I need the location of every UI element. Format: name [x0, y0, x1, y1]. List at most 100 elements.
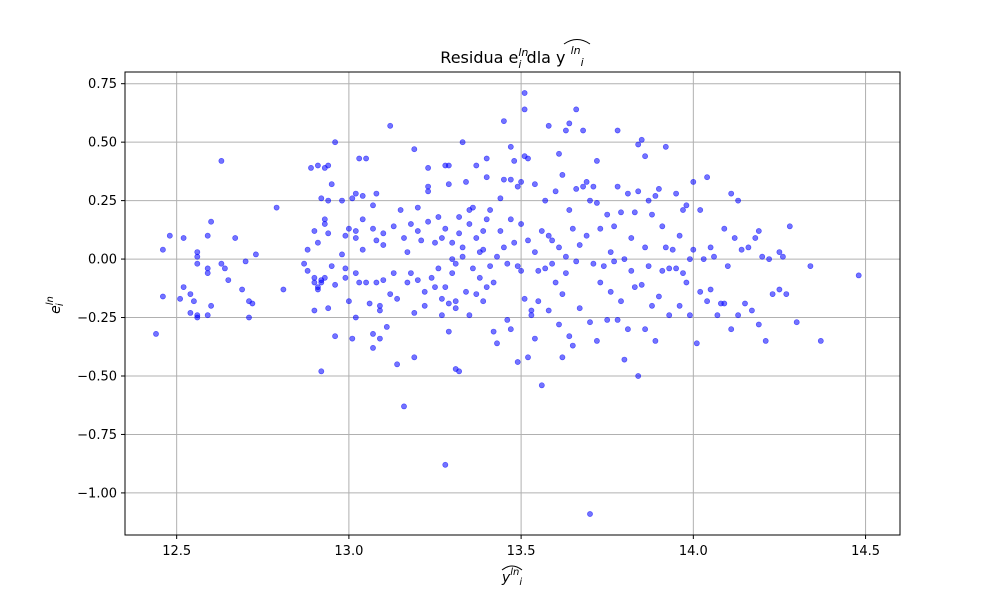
scatter-point — [352, 270, 359, 276]
scatter-point — [418, 237, 425, 244]
scatter-point — [518, 221, 524, 227]
scatter-point — [614, 183, 621, 190]
scatter-point — [425, 188, 431, 195]
scatter-point — [573, 106, 580, 113]
x-tick-label: 12.5 — [162, 544, 191, 559]
scatter-point — [311, 228, 318, 234]
scatter-point — [432, 284, 438, 290]
scatter-point — [218, 157, 225, 164]
scatter-point — [628, 235, 635, 241]
scatter-point — [376, 307, 383, 314]
scatter-point — [759, 253, 766, 260]
scatter-point — [394, 361, 400, 368]
scatter-point — [521, 295, 528, 302]
scatter-point — [342, 265, 349, 272]
scatter-point — [662, 244, 669, 251]
scatter-point — [525, 155, 531, 162]
scatter-point — [680, 270, 686, 276]
scatter-point — [642, 153, 648, 160]
scatter-point — [611, 223, 617, 230]
scatter-point — [166, 232, 173, 239]
scatter-point — [314, 286, 321, 293]
scatter-point — [532, 181, 538, 188]
scatter-point — [438, 235, 445, 241]
scatter-point — [459, 253, 466, 260]
scatter-point — [855, 272, 862, 279]
scatter-point — [249, 300, 256, 307]
scatter-point — [414, 277, 421, 283]
plot-area — [125, 72, 900, 535]
scatter-point — [604, 211, 611, 218]
scatter-point — [204, 232, 211, 239]
scatter-point — [618, 209, 624, 216]
scatter-point — [786, 223, 793, 230]
scatter-point — [204, 312, 211, 319]
scatter-point — [542, 265, 549, 272]
scatter-point — [352, 235, 359, 241]
scatter-point — [594, 337, 600, 344]
scatter-point — [518, 267, 524, 274]
title-hat-mark — [563, 39, 591, 45]
scatter-point — [242, 258, 249, 265]
y-tick-label: −0.25 — [77, 311, 117, 326]
scatter-point — [473, 291, 480, 297]
scatter-point — [469, 265, 476, 272]
scatter-point — [404, 279, 411, 286]
scatter-point — [153, 330, 159, 337]
scatter-point — [314, 162, 321, 169]
scatter-point — [483, 155, 490, 162]
scatter-point — [504, 260, 511, 267]
scatter-point — [600, 263, 607, 269]
scatter-point — [566, 207, 573, 213]
scatter-point — [359, 246, 366, 253]
scatter-point — [662, 143, 669, 150]
scatter-point — [411, 309, 418, 316]
scatter-point — [656, 293, 662, 300]
scatter-point — [755, 321, 762, 328]
plot-frame — [124, 71, 901, 536]
scatter-point — [380, 230, 387, 237]
scatter-point — [607, 249, 614, 255]
scatter-point — [683, 202, 690, 209]
scatter-point — [204, 270, 211, 276]
scatter-point — [159, 246, 166, 253]
scatter-point — [563, 270, 569, 276]
scatter-point — [507, 176, 514, 183]
scatter-point — [383, 323, 390, 330]
scatter-point — [459, 244, 466, 251]
scatter-point — [793, 319, 800, 326]
scatter-point — [511, 239, 518, 246]
scatter-point — [559, 291, 566, 297]
scatter-point — [645, 263, 652, 269]
scatter-point — [594, 157, 600, 164]
scatter-point — [177, 295, 183, 302]
scatter-point — [745, 244, 752, 251]
scatter-point — [442, 284, 449, 290]
scatter-point — [487, 207, 493, 213]
scatter-point — [614, 127, 621, 134]
scatter-point — [304, 267, 311, 274]
scatter-point — [552, 279, 559, 286]
scatter-point — [707, 244, 714, 251]
scatter-point — [769, 291, 776, 297]
scatter-point — [435, 214, 442, 220]
scatter-point — [783, 291, 790, 297]
scatter-point — [514, 263, 521, 269]
scatter-point — [549, 260, 555, 267]
scatter-point — [680, 207, 686, 213]
scatter-point — [414, 204, 421, 211]
scatter-point — [339, 251, 345, 258]
scatter-point — [394, 295, 400, 302]
scatter-point — [614, 316, 621, 323]
scatter-point — [538, 382, 545, 389]
scatter-point — [563, 127, 569, 134]
scatter-point — [652, 192, 659, 199]
scatter-point — [594, 199, 600, 206]
scatter-point — [649, 211, 655, 218]
scatter-point — [507, 143, 514, 150]
x-tick-label: 13.0 — [334, 544, 363, 559]
scatter-point — [187, 291, 194, 297]
scatter-point — [208, 302, 214, 309]
scatter-point — [356, 279, 363, 286]
